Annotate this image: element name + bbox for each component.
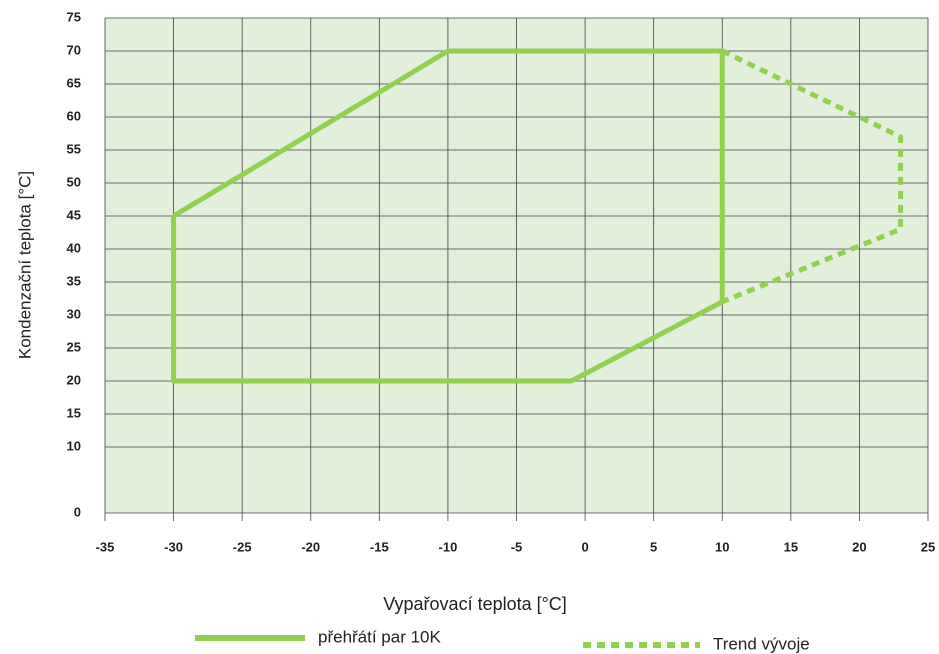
x-axis-label: Vypařovací teplota [°C] (383, 594, 567, 614)
y-tick-label: 45 (67, 207, 81, 222)
legend-label: přehřátí par 10K (318, 627, 442, 646)
x-tick-label: 15 (784, 539, 798, 554)
x-tick-label: -15 (370, 539, 389, 554)
x-tick-label: -20 (301, 539, 320, 554)
y-tick-label: 65 (67, 75, 81, 90)
y-axis-label: Kondenzační teplota [°C] (15, 171, 34, 359)
y-tick-label: 55 (67, 141, 81, 156)
x-tick-label: -10 (439, 539, 458, 554)
series-line (721, 48, 904, 305)
y-tick-label: 25 (67, 339, 81, 354)
x-tick-label: -35 (96, 539, 115, 554)
y-tick-label: 30 (67, 306, 81, 321)
y-tick-label: 75 (67, 9, 81, 24)
x-tick-label: 5 (650, 539, 657, 554)
legend-label: Trend vývoje (713, 634, 810, 653)
x-tick-label: -30 (164, 539, 183, 554)
y-tick-label: 10 (67, 438, 81, 453)
x-tick-label: 0 (581, 539, 588, 554)
x-tick-label: -5 (511, 539, 523, 554)
x-tick-label: 20 (852, 539, 866, 554)
y-tick-label: 60 (67, 108, 81, 123)
y-tick-label: 0 (74, 504, 81, 519)
x-tick-label: 10 (715, 539, 729, 554)
y-tick-label: 15 (67, 405, 81, 420)
y-tick-label: 35 (67, 273, 81, 288)
x-tick-label: -25 (233, 539, 252, 554)
y-tick-label: 20 (67, 372, 81, 387)
y-tick-label: 40 (67, 240, 81, 255)
y-tick-label: 70 (67, 42, 81, 57)
x-tick-label: 25 (921, 539, 935, 554)
y-tick-label: 50 (67, 174, 81, 189)
